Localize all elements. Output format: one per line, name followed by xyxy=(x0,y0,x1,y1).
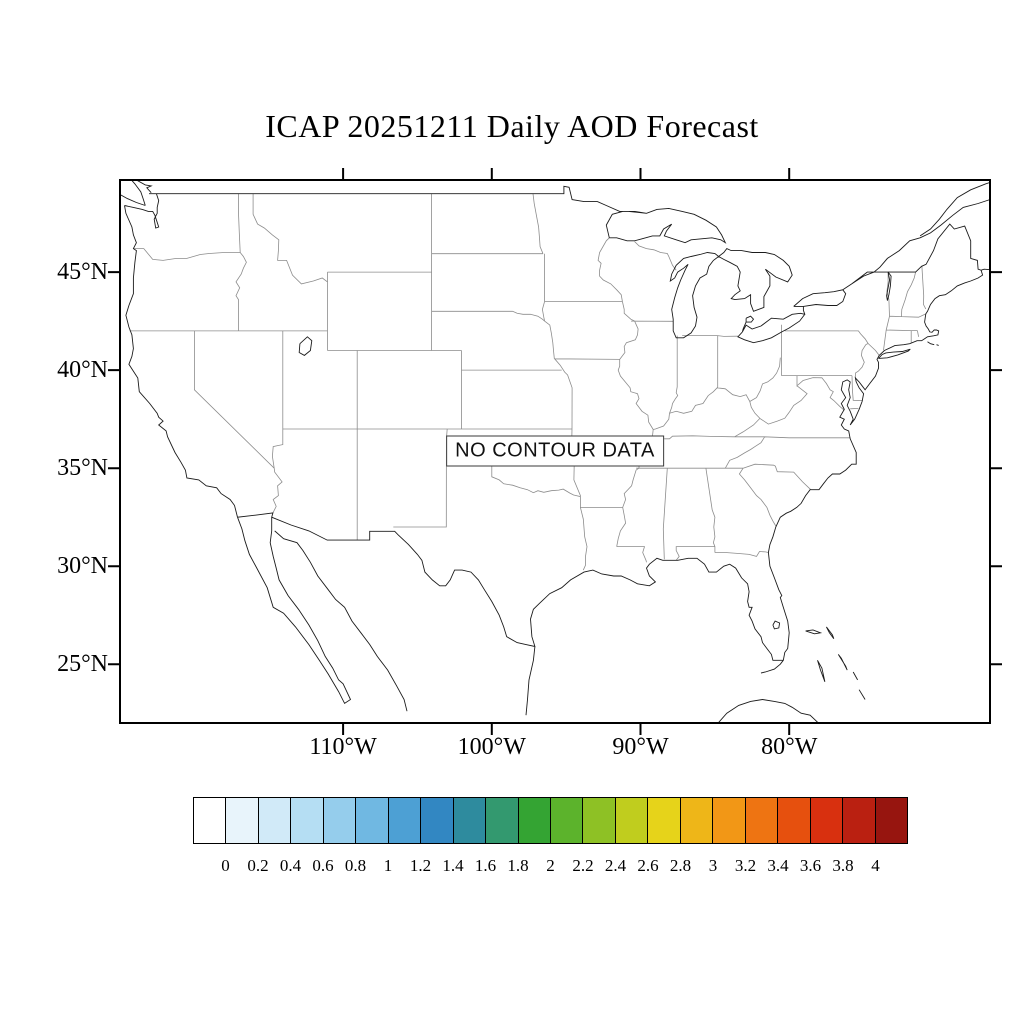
colorbar-cell xyxy=(517,797,551,844)
colorbar-cell xyxy=(647,797,681,844)
colorbar-tick-label: 0.8 xyxy=(344,856,367,875)
colorbar-cell xyxy=(744,797,779,844)
colorbar-cell xyxy=(614,797,649,844)
colorbar-tick-label: 1.4 xyxy=(442,856,464,875)
colorbar-cell xyxy=(582,797,616,844)
lon-tick-label: 100°W xyxy=(457,734,526,760)
colorbar-cell xyxy=(290,797,324,844)
colorbar-cell xyxy=(842,797,876,844)
no-contour-data-label: NO CONTOUR DATA xyxy=(446,435,664,467)
colorbar-cell xyxy=(777,797,811,844)
colorbar-tick-label: 3 xyxy=(708,856,718,875)
map-svg xyxy=(108,168,1002,735)
colorbar-cell xyxy=(420,797,454,844)
lat-tick-label: 35°N xyxy=(57,455,108,482)
lon-tick-label: 80°W xyxy=(761,734,818,760)
state-borders xyxy=(129,193,927,571)
colorbar-labels: 0 0.2 0.4 0.6 0.8 1 1.2 1.4 1.6 1.8 2 2.2 2.4 2.6 2.8 3… xyxy=(193,855,908,877)
colorbar-cell xyxy=(874,797,908,844)
colorbar-tick-label: 1.2 xyxy=(409,856,432,875)
lat-tick-label: 45°N xyxy=(57,259,108,286)
colorbar-cell xyxy=(549,797,584,844)
colorbar-cell xyxy=(712,797,746,844)
colorbar-tick-label: 1.6 xyxy=(474,856,497,875)
colorbar-cell xyxy=(485,797,519,844)
colorbar-tick-label: 1 xyxy=(383,856,393,875)
lat-tick-label: 40°N xyxy=(57,357,108,384)
colorbar-cell xyxy=(257,797,292,844)
colorbar-tick-label: 2.4 xyxy=(604,856,627,875)
colorbar xyxy=(193,797,908,844)
colorbar-cell xyxy=(193,797,227,844)
coastlines xyxy=(120,180,990,723)
colorbar-tick-label: 2 xyxy=(546,856,555,875)
colorbar-tick-label: 3.2 xyxy=(734,856,757,875)
axis-ticks xyxy=(108,168,1002,735)
lat-tick-label: 25°N xyxy=(57,651,108,678)
colorbar-cell xyxy=(355,797,389,844)
lon-tick-label: 90°W xyxy=(612,734,669,760)
lat-tick-label: 30°N xyxy=(57,553,108,580)
colorbar-cell xyxy=(809,797,844,844)
colorbar-tick-label: 3.6 xyxy=(799,856,822,875)
colorbar-tick-label: 3.4 xyxy=(767,856,789,875)
colorbar-cell xyxy=(225,797,259,844)
colorbar-tick-label: 3.8 xyxy=(832,856,854,875)
lon-tick-label: 110°W xyxy=(309,734,377,760)
colorbar-cell xyxy=(679,797,714,844)
colorbar-tick-label: 2.6 xyxy=(637,856,659,875)
colorbar-tick-label: 0.2 xyxy=(247,856,269,875)
colorbar-cell xyxy=(322,797,357,844)
colorbar-tick-label: 2.2 xyxy=(572,856,594,875)
colorbar-tick-label: 2.8 xyxy=(669,856,692,875)
colorbar-cell xyxy=(387,797,422,844)
map-frame-border xyxy=(119,179,991,724)
colorbar-tick-label: 0.4 xyxy=(279,856,302,875)
colorbar-cell xyxy=(452,797,487,844)
colorbar-tick-label: 4 xyxy=(871,856,880,875)
colorbar-tick-label: 0 xyxy=(221,856,230,875)
colorbar-tick-label: 0.6 xyxy=(312,856,334,875)
page-title: ICAP 20251211 Daily AOD Forecast xyxy=(265,108,759,144)
colorbar-tick-label: 1.8 xyxy=(507,856,529,875)
